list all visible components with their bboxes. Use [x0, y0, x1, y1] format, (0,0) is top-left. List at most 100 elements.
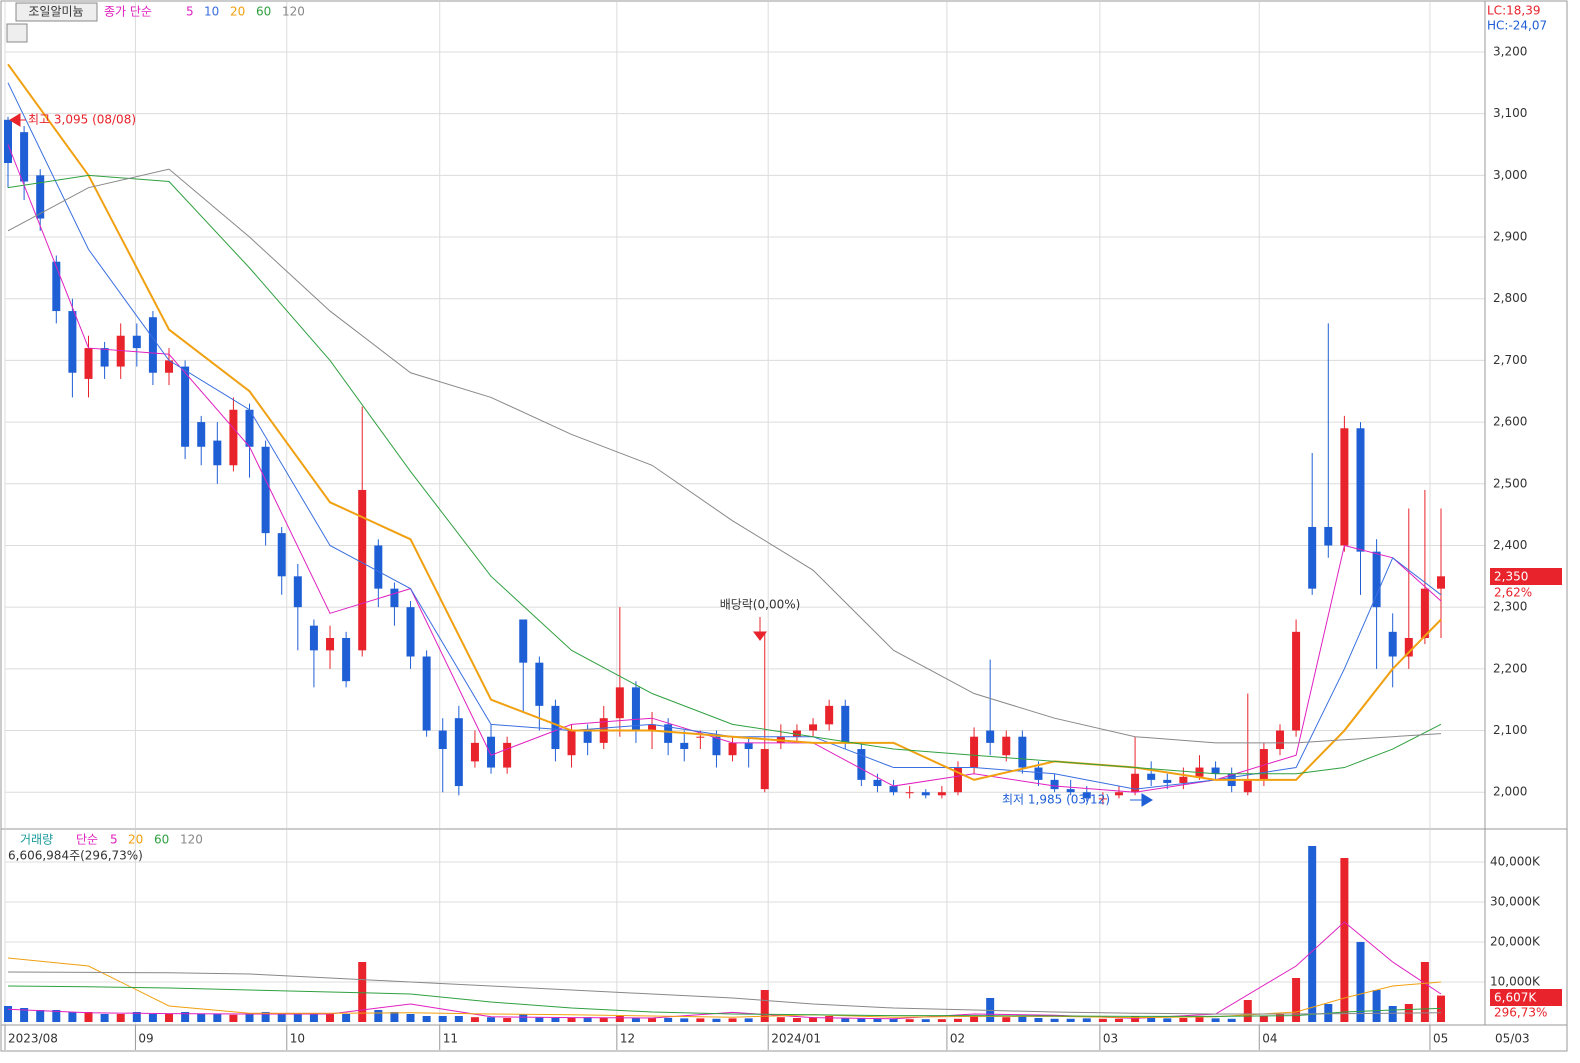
y-tick-label: 2,800 [1493, 291, 1527, 305]
volume-ma-label: 단순 [76, 833, 98, 847]
x-tick-label: 10 [290, 1032, 305, 1046]
candle-body [631, 687, 640, 731]
volume-bar [406, 1014, 415, 1022]
volume-bar [1018, 1016, 1027, 1022]
y-tick-label: 3,100 [1493, 106, 1527, 120]
candle-body [454, 718, 463, 787]
candle-body [1340, 428, 1349, 546]
legend-entry: 20 [128, 833, 143, 847]
candle-body [406, 607, 415, 657]
candle-body [712, 736, 721, 756]
high-arrow [9, 113, 26, 127]
candle-body [519, 619, 528, 663]
candle-body [792, 730, 801, 737]
volume-bar [1340, 858, 1349, 1022]
volume-bar [52, 1010, 61, 1022]
high-annotation: 최고 3,095 (08/08) [28, 113, 136, 127]
volume-bar [374, 1010, 383, 1022]
candle-body [20, 132, 29, 182]
candle-body [181, 366, 190, 447]
table-button[interactable] [6, 23, 28, 43]
candle-body [1179, 776, 1188, 783]
y-tick-label: 3,200 [1493, 44, 1527, 58]
candle-body [197, 422, 206, 447]
volume-bar [309, 1014, 318, 1022]
volume-bar [68, 1012, 77, 1022]
candle-body [148, 317, 157, 373]
dividend-arrow [753, 617, 767, 641]
volume-bar [728, 1018, 737, 1022]
volume-bar [1259, 1016, 1268, 1022]
volume-bar [1420, 962, 1429, 1022]
volume-bar [712, 1018, 721, 1022]
volume-bar [293, 1014, 302, 1022]
y-tick-label: 2,900 [1493, 230, 1527, 244]
volume-bar [744, 1018, 753, 1022]
candle-body [293, 576, 302, 608]
candle-body [535, 662, 544, 706]
low-annotation: 최저 1,985 (03/12) [1002, 793, 1110, 807]
volume-bar [551, 1018, 560, 1022]
volume-bar [229, 1014, 238, 1022]
candle-body [422, 656, 431, 731]
moving-average [7, 82, 1442, 790]
volume-bar [1002, 1017, 1011, 1022]
candle-body [390, 588, 399, 608]
candle-body [986, 730, 995, 743]
volume-bar [197, 1014, 206, 1022]
candle-body [696, 736, 705, 738]
volume-average [7, 985, 1442, 1017]
candle-body [1420, 588, 1429, 639]
candle-body [1275, 730, 1284, 750]
candle-body [825, 705, 834, 725]
volume-bar [116, 1014, 125, 1022]
candle-body [953, 767, 962, 793]
volume-bar [181, 1012, 190, 1022]
candle-body [921, 792, 930, 796]
y-tick-label: 20,000K [1490, 935, 1541, 949]
change-label: 2,62% [1494, 586, 1532, 600]
volume-bar [438, 1016, 447, 1022]
volume-bar [1034, 1018, 1043, 1022]
legend-entry: 20 [230, 5, 245, 19]
volume-bar [4, 1006, 12, 1022]
volume-bar [84, 1012, 93, 1022]
volume-bar [825, 1016, 834, 1022]
ticker-name: 조일알미늄 [28, 5, 83, 19]
volume-bar [648, 1018, 657, 1022]
candle-body [326, 638, 335, 651]
volume-bar [503, 1018, 512, 1022]
candle-body [1018, 736, 1027, 768]
volume-bar [809, 1017, 818, 1022]
candle-body [1356, 428, 1365, 552]
volume-bar [454, 1016, 463, 1022]
candle-body [1066, 789, 1075, 793]
candle-body [551, 705, 560, 750]
candle-body [648, 724, 657, 731]
candle-body [567, 730, 576, 756]
volume-bar [1098, 1018, 1107, 1022]
candle-body [873, 779, 882, 787]
y-tick-label: 30,000K [1490, 895, 1541, 909]
volume-average [7, 957, 1442, 1019]
candle-body [583, 730, 592, 743]
x-tick-label: 11 [443, 1032, 458, 1046]
candle-body [1147, 773, 1156, 780]
y-tick-label: 2,100 [1493, 723, 1527, 737]
moving-average [7, 144, 1442, 793]
candle-body [132, 335, 141, 349]
volume-bar [937, 1019, 946, 1022]
volume-bar [245, 1014, 254, 1022]
volume-bar [1308, 846, 1317, 1022]
volume-bar [599, 1018, 608, 1022]
candle-body [1050, 779, 1059, 790]
low-arrow [1130, 793, 1153, 807]
ratio-label: 296,73% [1494, 1006, 1547, 1020]
volume-tag [1490, 989, 1562, 1006]
volume-bar [1050, 1018, 1059, 1022]
volume-bar [1114, 1018, 1123, 1022]
ticker-box[interactable] [15, 2, 98, 22]
x-tick-label: 12 [620, 1032, 635, 1046]
candle-body [1372, 551, 1381, 608]
